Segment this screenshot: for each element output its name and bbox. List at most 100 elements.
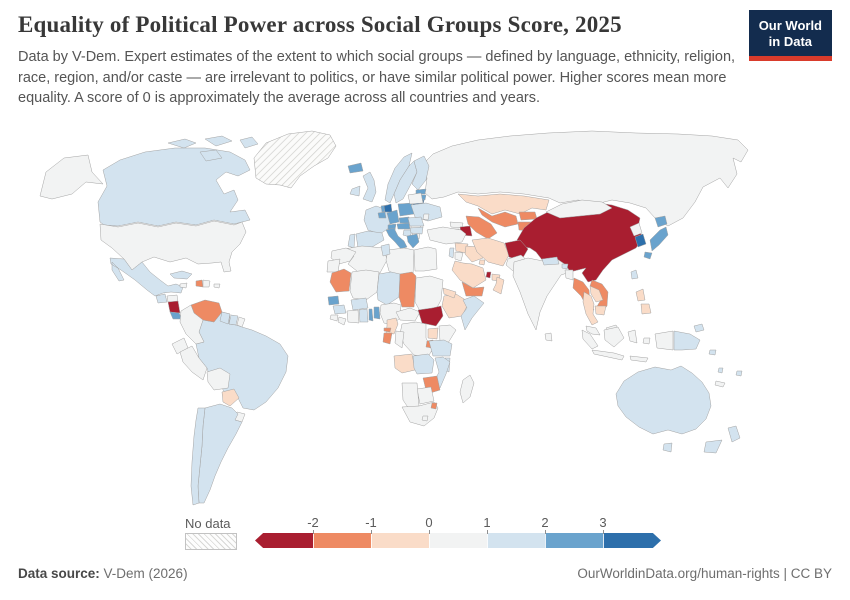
country-zambia[interactable] <box>412 353 435 375</box>
country-congo[interactable] <box>394 330 405 349</box>
country-saudi-arabia[interactable] <box>451 260 487 289</box>
country-italy[interactable] <box>385 227 408 250</box>
country-nicaragua[interactable] <box>167 300 181 314</box>
country-ghana[interactable] <box>358 308 369 323</box>
country-puerto-rico[interactable] <box>213 283 221 289</box>
country-chad[interactable] <box>398 271 417 308</box>
country-haiti[interactable] <box>195 279 204 288</box>
country-romania[interactable] <box>407 216 425 227</box>
country-philippines[interactable] <box>635 288 652 315</box>
country-dominican-republic[interactable] <box>202 279 211 288</box>
country-western-sahara[interactable] <box>326 258 341 273</box>
country-eswatini[interactable] <box>430 402 438 410</box>
country-austria[interactable] <box>396 222 411 230</box>
country-kazakhstan[interactable] <box>457 193 550 215</box>
country-colombia[interactable] <box>179 304 205 345</box>
country-iceland[interactable] <box>347 162 364 174</box>
country-fiji[interactable] <box>735 370 743 377</box>
country-mexico[interactable] <box>109 257 184 297</box>
country-north-korea[interactable] <box>629 222 643 237</box>
country-benin[interactable] <box>373 306 381 320</box>
country-egypt[interactable] <box>413 246 438 272</box>
country-sierra-leone[interactable] <box>329 314 339 322</box>
country-eritrea[interactable] <box>442 287 457 299</box>
country-germany[interactable] <box>386 209 400 225</box>
country-mongolia[interactable] <box>545 199 613 219</box>
country-cuba[interactable] <box>169 270 193 280</box>
country-south-korea[interactable] <box>634 233 647 248</box>
country-moldova[interactable] <box>422 213 430 221</box>
country-ireland[interactable] <box>349 185 361 197</box>
country-equatorial-guinea[interactable] <box>383 327 392 333</box>
country-namibia[interactable] <box>401 382 420 410</box>
country-united-states-alaska[interactable] <box>39 154 104 200</box>
country-india[interactable] <box>512 257 571 331</box>
country-turkmenistan[interactable] <box>465 215 498 240</box>
country-central-african-republic[interactable] <box>395 307 421 322</box>
country-ivory-coast[interactable] <box>346 309 360 324</box>
country-kuwait[interactable] <box>478 259 486 266</box>
country-canada[interactable] <box>97 147 251 227</box>
country-kyrgyzstan[interactable] <box>518 211 538 221</box>
country-belarus[interactable] <box>407 192 424 205</box>
country-somalia[interactable] <box>460 295 485 331</box>
country-norway[interactable] <box>384 152 413 204</box>
country-dr-congo[interactable] <box>399 321 433 358</box>
country-senegal[interactable] <box>327 295 340 306</box>
country-united-kingdom[interactable] <box>362 171 377 203</box>
country-afghanistan[interactable] <box>504 239 529 262</box>
country-gabon[interactable] <box>382 332 393 345</box>
country-mauritania[interactable] <box>329 268 352 293</box>
country-denmark[interactable] <box>383 203 393 213</box>
country-thailand[interactable] <box>582 291 599 326</box>
country-japan[interactable] <box>643 215 669 260</box>
country-paraguay[interactable] <box>221 388 240 407</box>
country-indonesia[interactable] <box>581 326 674 363</box>
country-tunisia[interactable] <box>380 243 391 257</box>
country-tanzania[interactable] <box>428 339 453 357</box>
country-sri-lanka[interactable] <box>544 332 553 342</box>
country-belgium[interactable] <box>377 211 387 219</box>
country-ukraine[interactable] <box>410 202 443 222</box>
country-cambodia[interactable] <box>594 305 607 316</box>
country-south-africa[interactable] <box>401 401 439 427</box>
country-turkey[interactable] <box>426 226 467 245</box>
country-bolivia[interactable] <box>206 367 231 391</box>
country-uganda[interactable] <box>427 327 439 340</box>
country-suriname[interactable] <box>228 314 239 326</box>
country-jordan[interactable] <box>454 251 464 262</box>
country-french-guiana[interactable] <box>236 316 246 328</box>
country-greenland[interactable] <box>253 130 337 189</box>
country-madagascar[interactable] <box>459 374 475 404</box>
country-niger[interactable] <box>376 271 401 306</box>
country-bhutan[interactable] <box>561 263 569 270</box>
country-australia-tasmania[interactable] <box>662 442 673 453</box>
country-botswana[interactable] <box>416 386 435 405</box>
country-estonia[interactable] <box>415 188 427 195</box>
country-peru[interactable] <box>179 345 208 381</box>
credit-link[interactable]: OurWorldinData.org/human-rights | CC BY <box>577 566 832 581</box>
country-israel[interactable] <box>448 247 455 259</box>
country-finland[interactable] <box>411 155 430 191</box>
country-kenya[interactable] <box>438 324 457 344</box>
country-sudan[interactable] <box>414 275 444 314</box>
country-canada-arctic[interactable] <box>167 135 259 162</box>
country-new-zealand[interactable] <box>703 425 741 454</box>
country-guinea[interactable] <box>332 304 347 315</box>
country-taiwan[interactable] <box>630 269 639 280</box>
country-burkina-faso[interactable] <box>350 297 369 311</box>
country-bulgaria[interactable] <box>409 226 424 235</box>
country-oman[interactable] <box>492 276 505 295</box>
country-australia[interactable] <box>615 365 712 435</box>
country-togo[interactable] <box>368 308 374 322</box>
country-iran[interactable] <box>471 237 510 267</box>
country-vanuatu[interactable] <box>717 367 724 374</box>
country-liberia[interactable] <box>337 316 347 326</box>
country-mali[interactable] <box>349 269 380 301</box>
country-solomon-islands[interactable] <box>708 349 717 356</box>
country-new-caledonia[interactable] <box>714 380 726 388</box>
country-jamaica[interactable] <box>179 282 188 289</box>
country-greece[interactable] <box>406 233 420 249</box>
country-nepal[interactable] <box>541 256 560 266</box>
country-guyana[interactable] <box>219 311 231 325</box>
